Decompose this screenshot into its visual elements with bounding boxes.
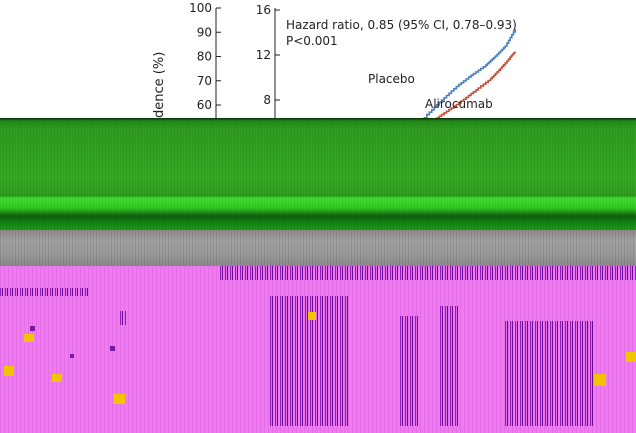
left-y-tick-label: 80: [197, 50, 212, 64]
right-y-tick-label: 12: [256, 48, 271, 62]
right-y-tick-label: 16: [256, 3, 271, 17]
left-y-tick-label: 90: [197, 25, 212, 39]
glitch-fleck: [626, 352, 636, 362]
left-y-tick-label: 70: [197, 74, 212, 88]
right-y-axis: 8 12 16: [256, 3, 280, 118]
glitch-dot: [30, 326, 35, 331]
glitch-dot: [110, 346, 115, 351]
glitch-strip: [440, 306, 460, 426]
p-value-annotation: P<0.001: [286, 34, 338, 48]
right-y-tick-label: 8: [263, 93, 271, 107]
glitch-strip: [120, 311, 126, 325]
glitch-strip: [220, 266, 636, 280]
glitch-strip: [505, 321, 595, 426]
glitch-strip: [400, 316, 418, 426]
glitch-fleck: [52, 374, 62, 382]
series-line-placebo: [412, 29, 516, 135]
glitch-fleck: [594, 374, 606, 386]
glitch-fleck: [4, 366, 14, 376]
left-y-tick-label: 60: [197, 98, 212, 112]
hazard-ratio-annotation: Hazard ratio, 0.85 (95% CI, 0.78–0.93): [286, 18, 517, 32]
gray-glitch-band: [0, 230, 636, 266]
green-glitch-band: [0, 118, 636, 230]
legend-label-alirocumab: Alirocumab: [425, 97, 493, 111]
legend-label-placebo: Placebo: [368, 72, 415, 86]
glitch-fleck: [308, 312, 316, 320]
magenta-glitch-band: [0, 266, 636, 433]
glitch-strip: [0, 288, 90, 296]
glitch-fleck: [24, 334, 34, 342]
glitch-dot: [70, 354, 74, 358]
glitch-fleck: [113, 394, 125, 404]
left-y-tick-label: 100: [189, 1, 212, 15]
left-y-axis: 60 70 80 90 100: [189, 1, 221, 118]
left-y-axis-label: dence (%): [152, 52, 167, 118]
